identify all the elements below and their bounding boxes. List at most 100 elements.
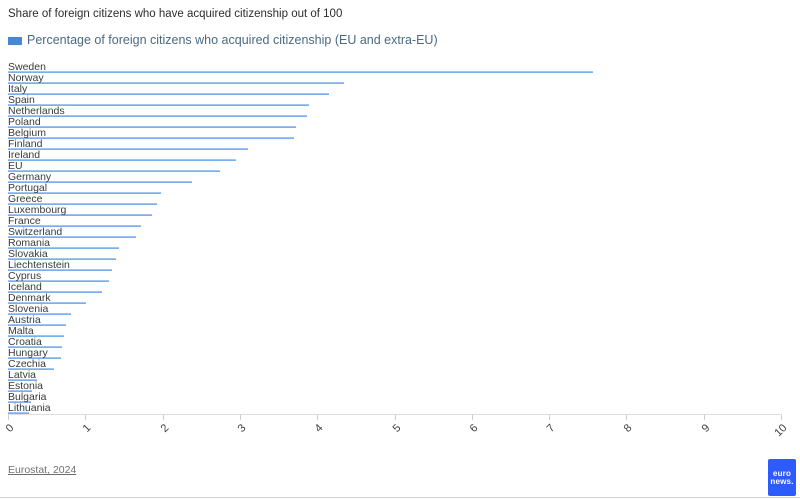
bar[interactable] <box>8 357 61 359</box>
category-label: Norway <box>8 72 44 84</box>
category-label: Greece <box>8 193 43 205</box>
bar-row: Liechtenstein <box>8 260 781 271</box>
bar[interactable] <box>8 390 32 392</box>
x-axis-tick-label: 7 <box>544 422 558 435</box>
x-axis-tick-mark <box>85 415 87 420</box>
x-axis-tick-label: 5 <box>390 422 403 435</box>
category-label: Austria <box>8 314 41 326</box>
category-label: Spain <box>8 94 35 106</box>
bar[interactable] <box>8 324 66 326</box>
bar[interactable] <box>8 115 308 117</box>
x-axis-tick-label: 2 <box>158 422 172 435</box>
x-axis-tick-mark <box>239 415 241 420</box>
bar-row: Denmark <box>8 293 781 304</box>
x-axis-tick-label: 3 <box>235 422 249 435</box>
chart-title: Share of foreign citizens who have acqui… <box>8 8 343 20</box>
euronews-logo-line2: news. <box>770 476 794 486</box>
bar-row: Iceland <box>8 282 781 293</box>
category-label: Ireland <box>8 149 41 161</box>
x-axis-tick-mark <box>317 415 319 420</box>
source-link[interactable]: Eurostat, 2024 <box>8 464 77 476</box>
category-label: Italy <box>8 83 28 95</box>
bar[interactable] <box>8 412 29 414</box>
bottom-border <box>0 497 800 498</box>
bar[interactable] <box>8 181 192 183</box>
category-label: Bulgaria <box>8 391 47 403</box>
bar[interactable] <box>8 126 297 128</box>
bar[interactable] <box>8 247 119 249</box>
x-axis-tick-label: 4 <box>312 422 326 435</box>
bar[interactable] <box>8 225 141 227</box>
category-label: Slovenia <box>8 303 49 315</box>
bar-row: Greece <box>8 194 781 205</box>
x-axis-tick-mark <box>162 415 164 420</box>
euronews-logo[interactable]: euro news. <box>768 459 796 496</box>
category-label: Finland <box>8 138 43 150</box>
category-label: Iceland <box>8 281 42 293</box>
bar[interactable] <box>8 203 158 205</box>
bar[interactable] <box>8 335 64 337</box>
bar[interactable] <box>8 280 110 282</box>
category-label: EU <box>8 160 23 172</box>
bar[interactable] <box>8 258 117 260</box>
x-axis-tick-mark <box>549 415 551 420</box>
category-label: Denmark <box>8 292 51 304</box>
bar[interactable] <box>8 214 152 216</box>
bar[interactable] <box>8 159 237 161</box>
bar[interactable] <box>8 291 103 293</box>
bar[interactable] <box>8 302 87 304</box>
bar[interactable] <box>8 313 72 315</box>
bar-row: Italy <box>8 84 781 95</box>
bar[interactable] <box>8 148 248 150</box>
legend: Percentage of foreign citizens who acqui… <box>8 33 438 47</box>
category-label: Latvia <box>8 369 37 381</box>
category-label: Belgium <box>8 127 46 139</box>
bar[interactable] <box>8 236 137 238</box>
legend-swatch-icon <box>8 37 22 45</box>
x-axis-tick-mark <box>781 415 782 420</box>
category-label: France <box>8 215 41 227</box>
bar[interactable] <box>8 368 55 370</box>
bar[interactable] <box>8 82 345 84</box>
bar-row: Lithuania <box>8 403 781 414</box>
bar-row: EU <box>8 161 781 172</box>
bar[interactable] <box>8 379 37 381</box>
bar-row: Estonia <box>8 381 781 392</box>
bar[interactable] <box>8 71 594 73</box>
bar-row: Latvia <box>8 370 781 381</box>
bar-row: Bulgaria <box>8 392 781 403</box>
x-axis-tick-label: 6 <box>467 422 481 435</box>
bar-row: Netherlands <box>8 106 781 117</box>
category-label: Liechtenstein <box>8 259 70 271</box>
category-label: Romania <box>8 237 51 249</box>
x-axis-tick-mark <box>703 415 705 420</box>
bar-row: Austria <box>8 315 781 326</box>
bar[interactable] <box>8 401 32 403</box>
category-label: Luxembourg <box>8 204 67 216</box>
category-label: Lithuania <box>8 402 51 414</box>
x-axis-tick-mark <box>626 415 628 420</box>
bar-row: Slovenia <box>8 304 781 315</box>
bar[interactable] <box>8 93 329 95</box>
bar-row: Belgium <box>8 128 781 139</box>
category-label: Czechia <box>8 358 46 370</box>
bar[interactable] <box>8 137 294 139</box>
bar-row: Hungary <box>8 348 781 359</box>
bar-row: Croatia <box>8 337 781 348</box>
bar[interactable] <box>8 170 220 172</box>
bar-row: Germany <box>8 172 781 183</box>
bar[interactable] <box>8 269 112 271</box>
category-label: Croatia <box>8 336 42 348</box>
category-label: Hungary <box>8 347 48 359</box>
euronews-logo-line1: euro <box>772 468 792 478</box>
category-label: Portugal <box>8 182 48 194</box>
category-label: Malta <box>8 325 34 337</box>
bar[interactable] <box>8 346 63 348</box>
bar[interactable] <box>8 104 310 106</box>
bar-row: Ireland <box>8 150 781 161</box>
category-label: Netherlands <box>8 105 65 117</box>
category-label: Estonia <box>8 380 44 392</box>
x-axis-tick-mark <box>8 415 9 420</box>
legend-label: Percentage of foreign citizens who acqui… <box>27 33 438 47</box>
bar[interactable] <box>8 192 162 194</box>
